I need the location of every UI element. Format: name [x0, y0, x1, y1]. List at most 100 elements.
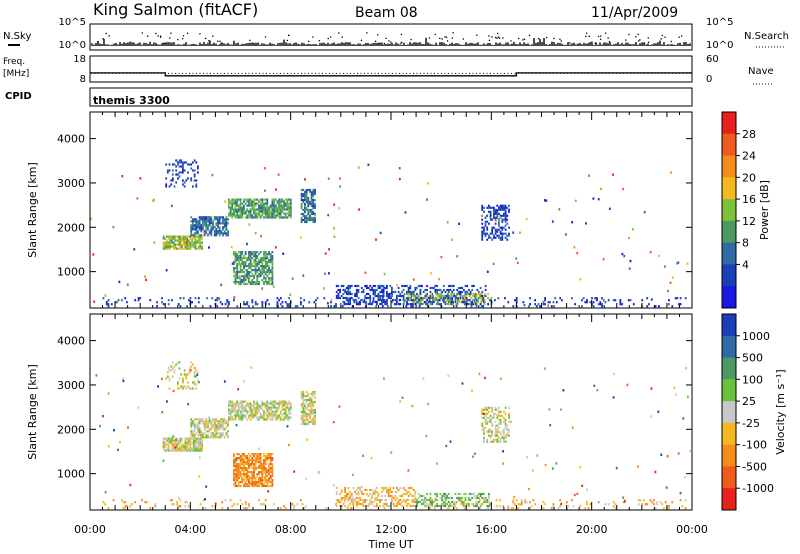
range-gate-cell: [314, 216, 316, 220]
range-gate-cell: [488, 504, 490, 508]
range-gate-cell: [367, 296, 370, 300]
range-gate-cell: [264, 198, 267, 201]
range-gate-cell: [281, 216, 284, 219]
range-gate-cell: [508, 234, 510, 237]
range-gate-cell: [190, 232, 193, 235]
range-gate-cell: [186, 239, 188, 242]
range-gate-cell: [382, 486, 385, 490]
range-gate-cell: [668, 299, 670, 302]
range-gate-cell: [312, 206, 315, 210]
range-gate-cell: [305, 206, 308, 210]
range-gate-cell: [442, 288, 445, 292]
range-gate-cell: [229, 208, 232, 211]
range-gate-cell: [174, 235, 177, 238]
range-gate-cell: [506, 424, 509, 427]
range-gate-cell: [156, 301, 158, 304]
range-gate-cell: [263, 455, 265, 458]
range-gate-cell: [355, 284, 358, 288]
range-gate-cell: [347, 300, 350, 304]
range-gate-cell: [504, 406, 507, 409]
range-gate-cell: [161, 297, 163, 300]
scatter-cell: [498, 219, 501, 223]
range-gate-cell: [251, 301, 254, 304]
range-gate-cell: [429, 492, 432, 496]
range-gate-cell: [304, 206, 306, 210]
range-gate-cell: [165, 185, 168, 188]
range-gate-cell: [314, 206, 316, 210]
range-gate-cell: [439, 288, 442, 292]
range-gate-cell: [182, 161, 184, 164]
range-gate-cell: [309, 404, 311, 408]
range-gate-cell: [305, 190, 308, 194]
range-gate-cell: [504, 206, 507, 209]
range-gate-cell: [477, 292, 479, 296]
range-gate-cell: [187, 439, 190, 442]
scatter-cell: [671, 276, 674, 279]
range-gate-cell: [427, 498, 430, 502]
scatter-cell: [289, 293, 292, 296]
range-gate-cell: [465, 301, 468, 304]
range-gate-cell: [181, 443, 183, 446]
range-gate-cell: [244, 469, 247, 472]
range-gate-cell: [217, 226, 219, 229]
range-gate-cell: [102, 501, 105, 504]
scatter-cell: [92, 253, 95, 256]
nsearch-mark: [157, 35, 159, 37]
range-gate-cell: [467, 492, 470, 496]
range-gate-cell: [246, 277, 249, 280]
range-gate-cell: [192, 449, 195, 452]
range-gate-cell: [486, 420, 489, 423]
range-gate-cell: [481, 230, 484, 233]
range-gate-cell: [251, 471, 254, 474]
range-gate-cell: [263, 412, 265, 415]
range-gate-cell: [414, 288, 417, 292]
range-gate-cell: [172, 245, 175, 248]
range-gate-cell: [387, 488, 390, 492]
range-gate-cell: [261, 483, 264, 486]
range-gate-cell: [283, 505, 285, 508]
range-gate-cell: [186, 441, 188, 444]
range-gate-cell: [425, 303, 428, 306]
range-gate-cell: [369, 500, 372, 504]
scatter-cell: [673, 386, 676, 389]
range-gate-cell: [431, 286, 433, 290]
range-gate-cell: [254, 469, 257, 472]
range-gate-cell: [195, 230, 198, 233]
range-gate-cell: [259, 202, 262, 205]
range-gate-cell: [236, 459, 239, 462]
range-gate-cell: [353, 499, 356, 502]
range-gate-cell: [448, 298, 451, 302]
range-gate-cell: [191, 301, 193, 304]
range-gate-cell: [241, 253, 244, 256]
range-gate-cell: [281, 301, 284, 304]
range-gate-cell: [395, 303, 398, 306]
range-gate-cell: [488, 430, 490, 433]
scatter-cell: [231, 262, 234, 265]
range-gate-cell: [352, 298, 355, 302]
range-gate-cell: [499, 214, 502, 217]
range-gate-cell: [238, 484, 240, 488]
range-gate-cell: [254, 479, 257, 482]
range-gate-cell: [244, 406, 247, 409]
range-gate-cell: [268, 416, 270, 419]
range-gate-cell: [243, 465, 245, 468]
range-gate-cell: [288, 410, 290, 413]
range-gate-cell: [483, 492, 485, 496]
range-gate-cell: [239, 457, 242, 460]
range-gate-cell: [184, 505, 187, 508]
range-gate-cell: [477, 300, 479, 304]
range-gate-cell: [419, 284, 422, 288]
range-gate-cell: [238, 406, 240, 409]
range-gate-cell: [493, 234, 495, 237]
scatter-cell: [186, 241, 188, 244]
range-gate-cell: [246, 507, 249, 510]
scatter-cell: [507, 428, 510, 431]
range-gate-cell: [681, 505, 684, 508]
range-gate-cell: [241, 281, 244, 284]
range-gate-cell: [259, 204, 262, 207]
range-gate-cell: [215, 232, 218, 235]
range-gate-cell: [429, 498, 432, 502]
range-gate-cell: [254, 271, 257, 274]
